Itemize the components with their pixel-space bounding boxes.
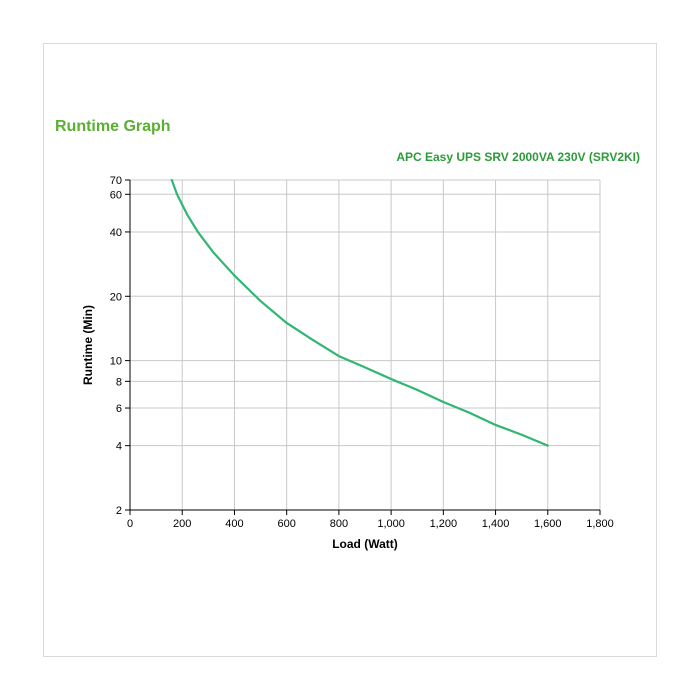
svg-text:400: 400 — [225, 518, 243, 530]
svg-text:1,800: 1,800 — [586, 518, 614, 530]
svg-text:20: 20 — [110, 291, 122, 303]
chart-subtitle: APC Easy UPS SRV 2000VA 230V (SRV2KI) — [396, 150, 640, 164]
svg-text:1,600: 1,600 — [534, 518, 562, 530]
svg-text:0: 0 — [127, 518, 133, 530]
svg-text:40: 40 — [110, 227, 122, 239]
svg-text:10: 10 — [110, 356, 122, 368]
svg-text:600: 600 — [277, 518, 295, 530]
svg-text:Runtime (Min): Runtime (Min) — [81, 305, 95, 385]
svg-text:6: 6 — [116, 403, 122, 415]
svg-text:4: 4 — [116, 441, 122, 453]
svg-text:Load (Watt): Load (Watt) — [332, 537, 398, 551]
svg-text:1,000: 1,000 — [377, 518, 405, 530]
svg-text:2: 2 — [116, 505, 122, 517]
chart-title: Runtime Graph — [55, 118, 171, 136]
svg-text:800: 800 — [330, 518, 348, 530]
svg-text:1,400: 1,400 — [482, 518, 510, 530]
svg-text:1,200: 1,200 — [430, 518, 458, 530]
runtime-chart: 0 200 400 600 800 1,000 1,200 1,400 1,600 1,800 2 4… — [75, 175, 635, 575]
svg-text:70: 70 — [110, 175, 122, 187]
svg-text:200: 200 — [173, 518, 191, 530]
svg-text:8: 8 — [116, 376, 122, 388]
chart-svg: 0 200 400 600 800 1,000 1,200 1,400 1,600 1,800 2 4… — [75, 175, 635, 575]
svg-text:60: 60 — [110, 189, 122, 201]
